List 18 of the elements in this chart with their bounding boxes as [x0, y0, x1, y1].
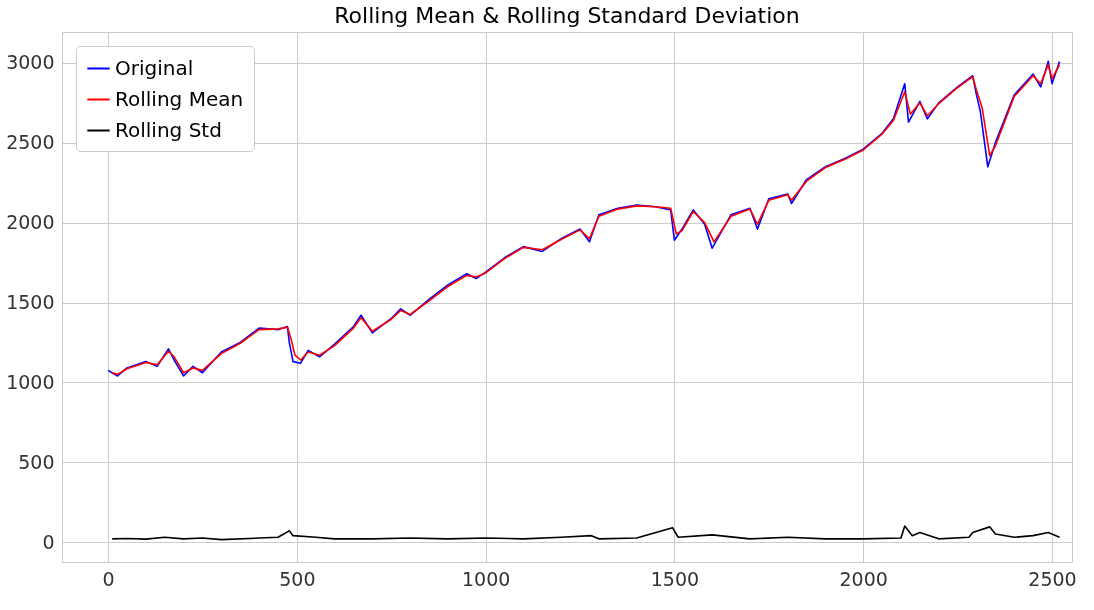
legend-label: Rolling Std: [115, 117, 222, 142]
y-tick-label: 2000: [6, 211, 55, 234]
y-tick-label: 2500: [6, 131, 55, 154]
x-tick-label: 1500: [650, 567, 700, 590]
legend-label: Rolling Mean: [115, 86, 244, 111]
y-tick-label: 0: [42, 530, 55, 553]
x-tick-label: 0: [102, 567, 115, 590]
y-tick-label: 1500: [6, 291, 55, 314]
legend-label: Original: [115, 55, 194, 80]
x-tick-label: 2500: [1028, 567, 1077, 590]
y-tick-label: 3000: [6, 51, 55, 74]
x-tick-label: 1000: [461, 567, 511, 590]
line-series: [111, 525, 1061, 541]
x-tick-label: 2000: [839, 567, 888, 590]
y-tick-label: 1000: [6, 370, 55, 393]
chart-title: Rolling Mean & Rolling Standard Deviation: [334, 3, 800, 28]
y-tick-label: 500: [18, 450, 55, 473]
x-tick-label: 500: [279, 567, 316, 590]
